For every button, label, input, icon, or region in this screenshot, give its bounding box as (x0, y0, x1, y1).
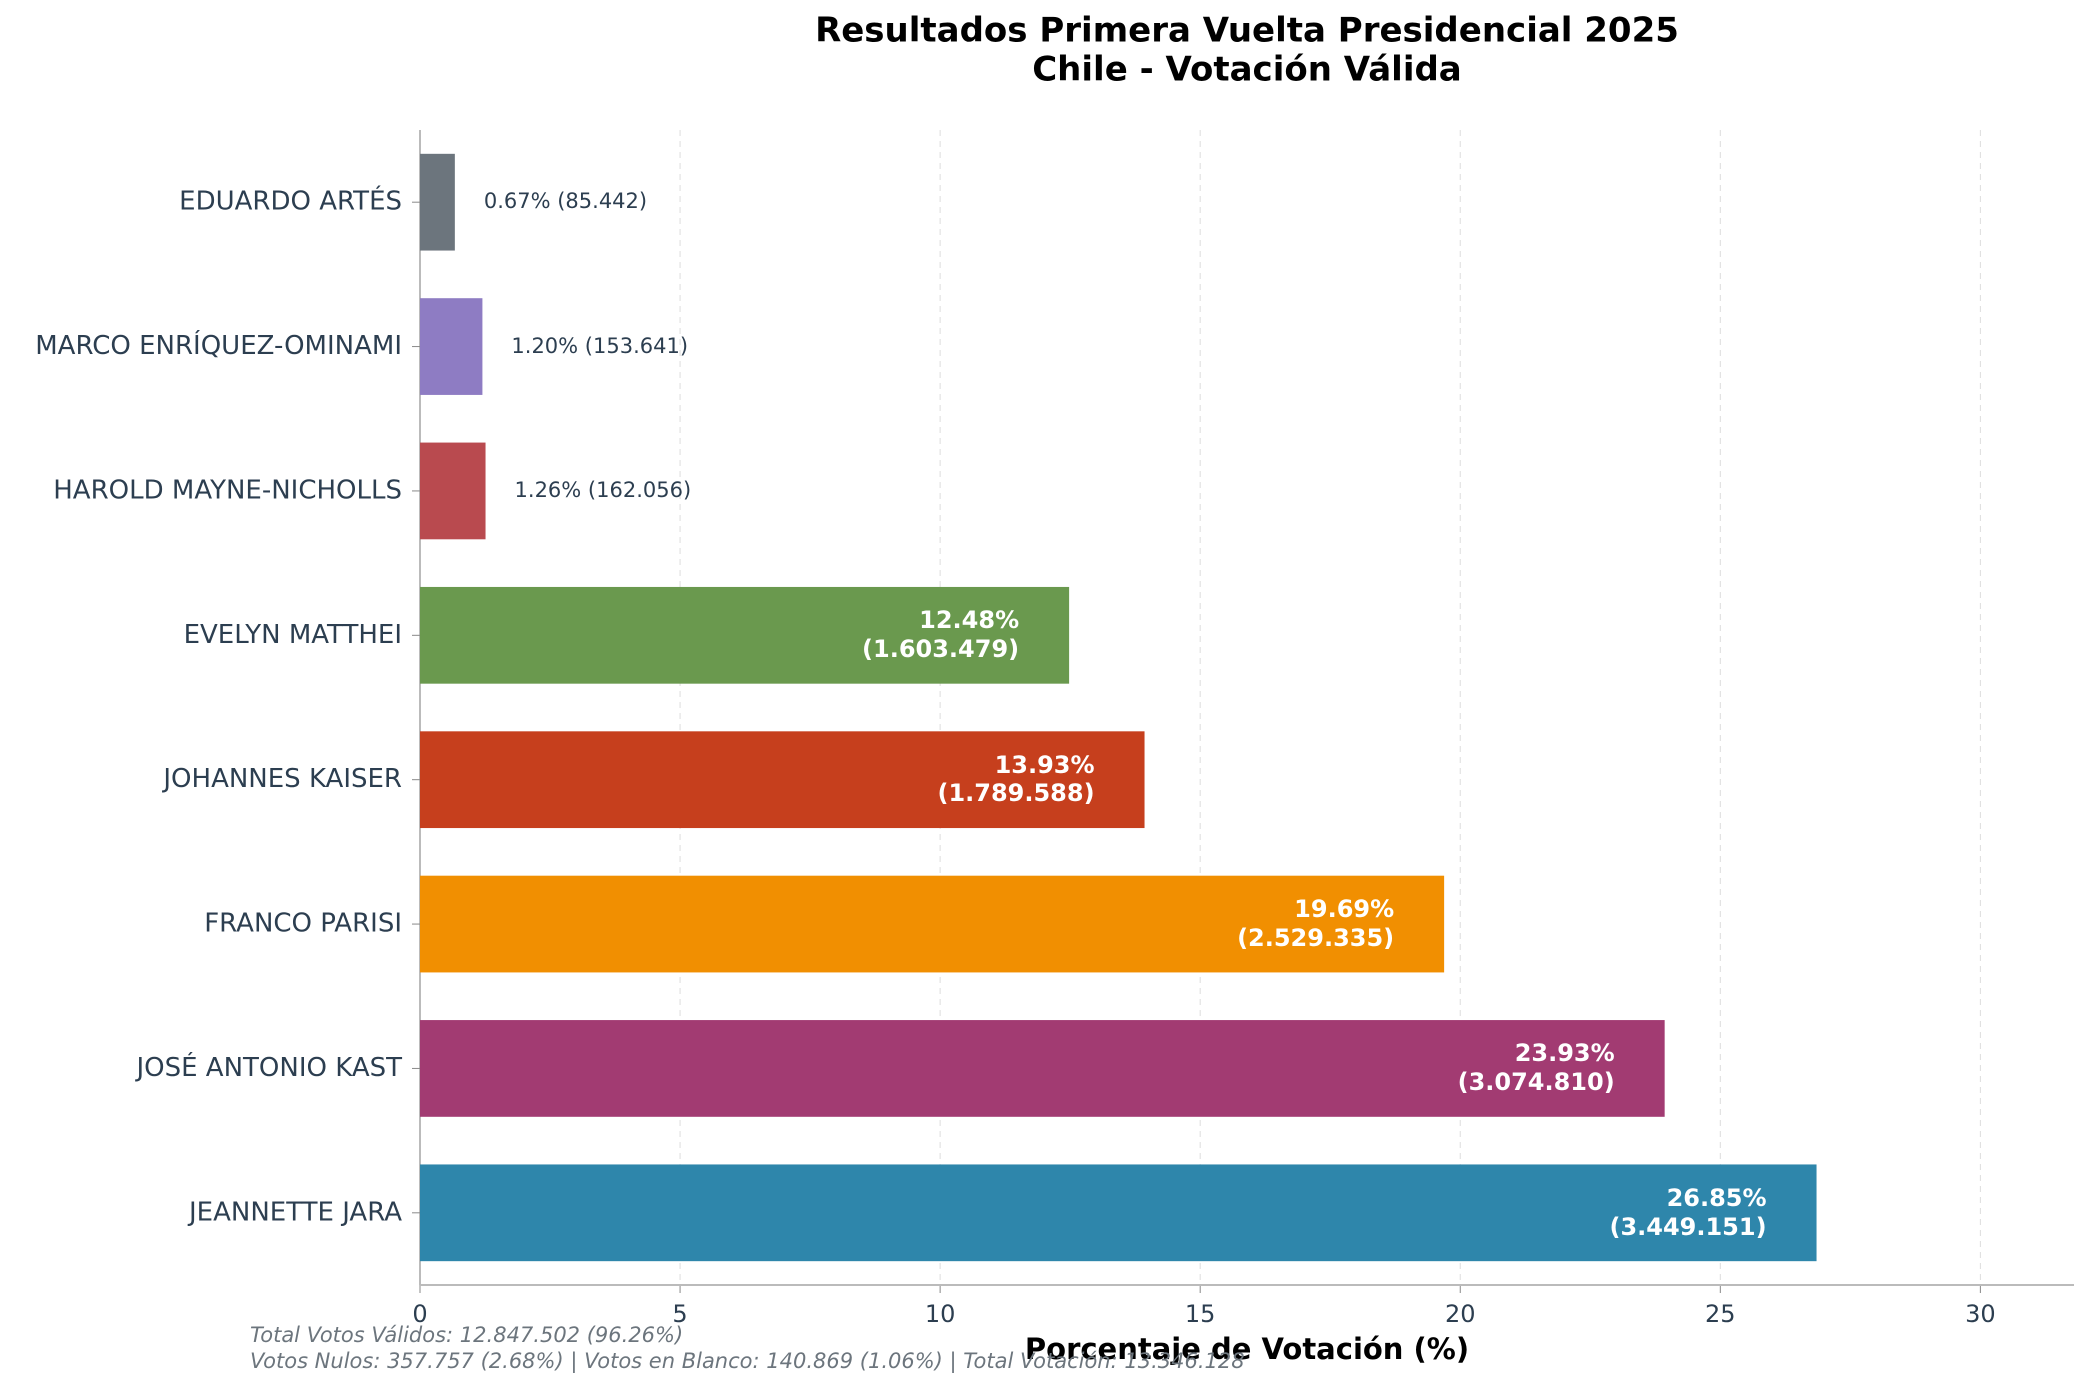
bar (420, 298, 483, 395)
y-tick-label: HAROLD MAYNE-NICHOLLS (53, 475, 402, 505)
bar (420, 875, 1445, 973)
value-label: 12.48% (1.603.479) (862, 606, 1020, 664)
chart-title: Resultados Primera Vuelta Presidencial 2… (815, 11, 1679, 51)
y-tick-label: EDUARDO ARTÉS (179, 185, 402, 217)
x-tick-label: 10 (925, 1300, 956, 1328)
footnote: Total Votos Válidos: 12.847.502 (96.26%) (250, 1323, 683, 1347)
x-tick-label: 20 (1445, 1300, 1476, 1328)
value-label: 19.69% (2.529.335) (1237, 895, 1395, 952)
value-label: 1.20% (153.641) (511, 333, 689, 358)
x-axis-label: Porcentaje de Votación (%) (1025, 1332, 1469, 1366)
x-tick-label: 0 (412, 1300, 427, 1328)
value-label: 0.67% (85.442) (483, 189, 648, 214)
y-tick-label: JEANNETTE JARA (187, 1197, 402, 1227)
bar (420, 1020, 1665, 1117)
value-label: 23.93% (3.074.810) (1457, 1039, 1615, 1097)
y-tick-label: MARCO ENRÍQUEZ-OMINAMI (35, 329, 402, 361)
value-label: 1.26% (162.056) (514, 477, 692, 502)
y-tick-label: JOHANNES KAISER (161, 764, 402, 794)
y-tick-label: EVELYN MATTHEI (184, 620, 402, 650)
value-label: 13.93% (1.789.588) (937, 750, 1095, 808)
chart-subtitle: Chile - Votación Válida (1032, 50, 1462, 90)
value-label: 26.85% (3.449.151) (1609, 1183, 1767, 1241)
bar (420, 1164, 1817, 1262)
bar (420, 153, 455, 251)
bar (420, 731, 1145, 829)
x-tick-label: 25 (1705, 1300, 1736, 1328)
x-tick-label: 5 (672, 1300, 687, 1328)
bar (420, 442, 486, 540)
footnote: Votos Nulos: 357.757 (2.68%) | Votos en … (250, 1349, 1245, 1374)
bar (420, 586, 1070, 684)
x-tick-label: 30 (1965, 1300, 1996, 1328)
y-tick-label: FRANCO PARISI (204, 909, 402, 939)
x-tick-label: 15 (1185, 1300, 1216, 1328)
y-tick-label: JOSÉ ANTONIO KAST (134, 1051, 402, 1083)
